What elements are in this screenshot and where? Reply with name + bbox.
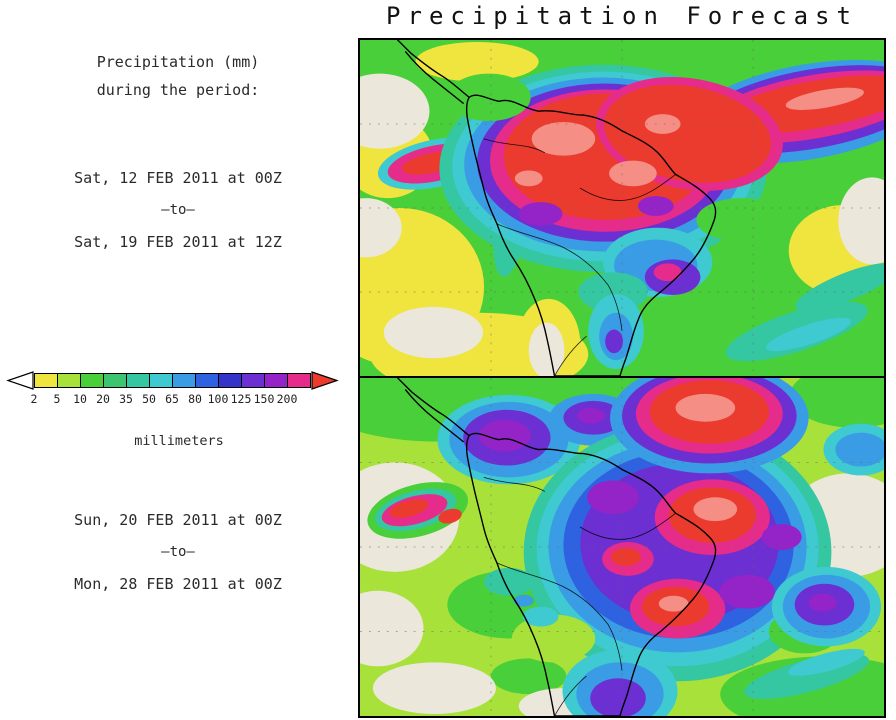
period-2-start: Sun, 20 FEB 2011 at 00Z: [74, 511, 282, 529]
south-atlantic-streaks: [725, 262, 884, 362]
legend-tick-label: 65: [165, 392, 179, 406]
legend-tick-label: 125: [230, 392, 252, 406]
legend-tick-label: 35: [119, 392, 133, 406]
legend-cell: 80: [188, 373, 219, 406]
legend-tick-label: 2: [30, 392, 38, 406]
legend-tick-label: 80: [188, 392, 202, 406]
map-stack: [358, 38, 886, 720]
legend-cell: 100: [208, 373, 242, 406]
legend-cell: 20: [96, 373, 127, 406]
legend-cell: 200: [277, 373, 311, 406]
legend-colorbar: 2 5 10 20 35 50 65 80 100 125 150 200: [6, 368, 352, 406]
panel-heading: Precipitation (mm) during the period:: [0, 48, 356, 104]
period-2-separator: –to–: [161, 544, 195, 560]
panel-heading-line2: during the period:: [96, 81, 260, 99]
legend-right-arrow-icon: [311, 371, 339, 390]
legend-cell: 150: [254, 373, 288, 406]
legend-left-arrow-icon: [6, 371, 34, 390]
legend-tick-label: 10: [73, 392, 87, 406]
period-2-dates: Sun, 20 FEB 2011 at 00Z –to– Mon, 28 FEB…: [0, 504, 356, 600]
legend-tick-label: 150: [253, 392, 275, 406]
dry-white-areas: [360, 73, 884, 376]
period-1-dates: Sat, 12 FEB 2011 at 00Z –to– Sat, 19 FEB…: [0, 162, 356, 258]
legend-tick-label: 100: [207, 392, 229, 406]
legend-right-arrow-shape: [311, 371, 339, 390]
storm-cores: [587, 479, 802, 639]
precip-field-period-2: [360, 378, 884, 716]
precip-map-period-1: [358, 38, 886, 378]
legend-cells: 2 5 10 20 35 50 65 80 100 125 150 200: [31, 373, 311, 406]
legend-tick-label: 20: [96, 392, 110, 406]
period-1-start: Sat, 12 FEB 2011 at 00Z: [74, 169, 282, 187]
west-specks: [484, 567, 559, 627]
legend-tick-label: 200: [276, 392, 298, 406]
period-1-end: Sat, 19 FEB 2011 at 12Z: [74, 233, 282, 251]
period-1-separator: –to–: [161, 202, 195, 218]
amazon-storm: [439, 64, 788, 273]
panel-heading-line1: Precipitation (mm): [96, 53, 260, 71]
color-scale-legend: 2 5 10 20 35 50 65 80 100 125 150 200 millimeters: [6, 368, 352, 449]
southeast-streaks: [744, 648, 870, 699]
page-title: Precipitation Forecast: [386, 2, 858, 30]
precip-map-period-2: [358, 376, 886, 718]
east-storm: [771, 566, 882, 647]
legend-cell: 10: [73, 373, 104, 406]
legend-cell: 5: [54, 373, 81, 406]
legend-cell: 2: [31, 373, 58, 406]
legend-cell: 50: [142, 373, 173, 406]
legend-left-arrow-shape: [6, 371, 34, 390]
pacific-storm: [367, 482, 469, 539]
info-panel: Precipitation (mm) during the period: Sa…: [0, 38, 356, 720]
legend-unit-label: millimeters: [134, 433, 224, 449]
legend-cell: 35: [119, 373, 150, 406]
legend-tick-label: 50: [142, 392, 156, 406]
period-2-end: Mon, 28 FEB 2011 at 00Z: [74, 575, 282, 593]
legend-tick-label: 5: [53, 392, 61, 406]
legend-cell: 65: [165, 373, 196, 406]
south-storm: [562, 649, 678, 716]
corner-blue-patch: [823, 423, 884, 476]
legend-cell: 125: [231, 373, 265, 406]
precip-field-period-1: [360, 40, 884, 376]
